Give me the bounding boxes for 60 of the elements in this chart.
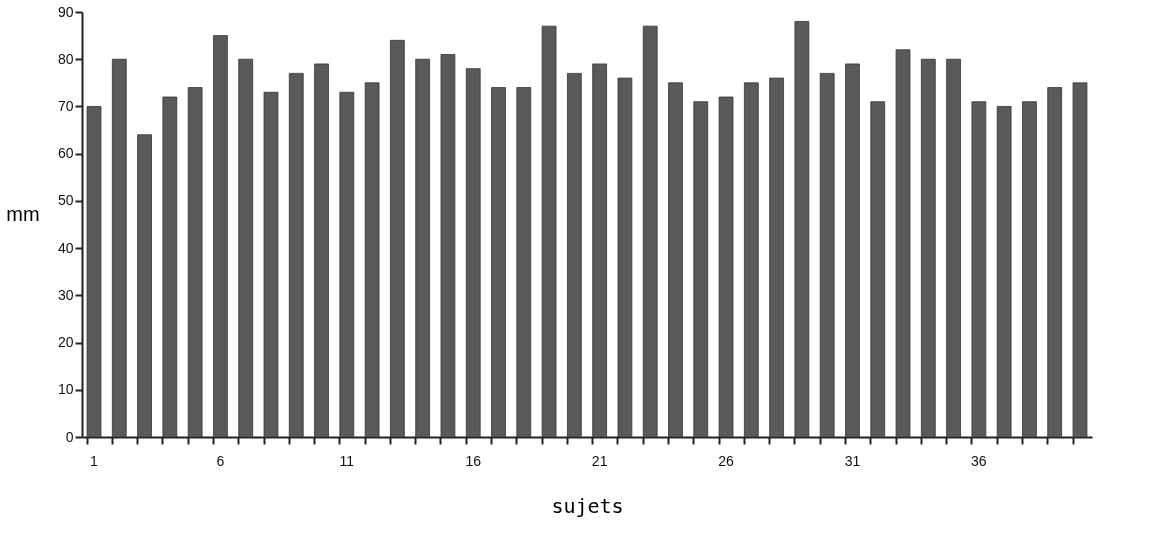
bar	[465, 68, 481, 438]
bar	[743, 82, 759, 438]
bar	[1047, 87, 1063, 438]
y-tick-label: 50	[57, 192, 74, 209]
bar	[288, 72, 304, 438]
bar	[895, 49, 911, 438]
bar	[592, 63, 607, 438]
bar	[390, 39, 405, 438]
bar	[996, 106, 1012, 438]
bar	[162, 96, 178, 438]
bar	[541, 25, 557, 438]
bar	[819, 72, 835, 438]
bar	[415, 58, 431, 438]
bar	[364, 82, 380, 438]
x-tick-label: 1	[90, 452, 99, 469]
bar	[845, 63, 860, 438]
bar	[642, 25, 658, 438]
bar	[693, 101, 709, 438]
y-tick-label: 90	[57, 3, 74, 20]
y-tick-label: 10	[57, 381, 74, 398]
y-tick-label: 80	[57, 50, 74, 67]
x-tick-label: 21	[591, 452, 608, 469]
bar	[339, 91, 355, 438]
bar	[1072, 82, 1088, 438]
bar	[794, 21, 810, 438]
x-axis-title: sujets	[551, 493, 624, 518]
y-tick-label: 60	[57, 145, 74, 162]
bar	[1022, 101, 1037, 438]
x-tick-label: 11	[339, 452, 355, 469]
bar	[238, 58, 254, 438]
bar	[870, 101, 886, 438]
bar	[718, 96, 734, 438]
bar	[920, 58, 936, 438]
x-tick-label: 6	[216, 452, 225, 469]
bar	[187, 87, 203, 438]
y-tick-label: 30	[57, 286, 74, 303]
y-tick-label: 20	[57, 334, 74, 351]
bar	[946, 58, 961, 438]
bar	[137, 134, 152, 438]
bar	[440, 54, 456, 438]
bar	[314, 63, 329, 438]
bar	[491, 87, 506, 438]
bar	[769, 77, 784, 438]
bar	[111, 58, 127, 438]
bar	[516, 87, 532, 438]
x-tick-label: 16	[465, 452, 482, 469]
bar	[263, 91, 279, 438]
y-tick-label: 70	[57, 97, 74, 114]
bar	[567, 72, 582, 438]
bar	[617, 77, 633, 438]
bar	[86, 106, 102, 438]
x-tick-label: 26	[718, 452, 735, 469]
y-tick-label: 40	[57, 239, 74, 256]
bar	[213, 35, 228, 438]
y-tick-label: 0	[65, 428, 74, 445]
x-tick-label: 31	[844, 452, 861, 469]
x-tick-label: 36	[971, 452, 987, 469]
bar	[971, 101, 987, 438]
bar	[668, 82, 683, 438]
y-axis-title: mm	[6, 203, 40, 225]
